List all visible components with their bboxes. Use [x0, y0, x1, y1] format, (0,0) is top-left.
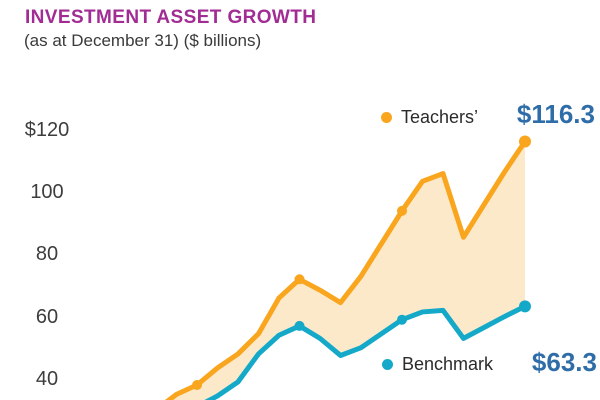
teachers-legend: Teachers’ — [381, 106, 478, 128]
page-title: INVESTMENT ASSET GROWTH — [25, 7, 317, 28]
teachers-endpoint-marker — [519, 135, 531, 148]
benchmark-legend-dot-icon — [382, 358, 393, 370]
page-subtitle: (as at December 31) ($ billions) — [24, 31, 262, 50]
benchmark-value-label: $63.3 — [531, 347, 597, 377]
y-axis-tick-label: 40 — [35, 367, 59, 390]
benchmark-legend-label: Benchmark — [402, 354, 494, 374]
teachers-point-marker — [192, 380, 202, 391]
benchmark-legend: Benchmark — [382, 353, 493, 375]
teachers-legend-label: Teachers’ — [401, 107, 479, 127]
y-axis-tick-label: 100 — [30, 181, 64, 204]
benchmark-line — [204, 303, 528, 400]
benchmark-endpoint-marker — [519, 300, 531, 313]
y-axis-tick-label: 80 — [35, 243, 59, 266]
y-axis-tick-label: 60 — [35, 305, 59, 328]
teachers-line — [164, 139, 528, 400]
teachers-legend-dot-icon — [381, 111, 392, 123]
teachers-point-marker — [397, 205, 407, 216]
y-axis-tick-label: $120 — [24, 119, 70, 141]
teachers-value-label: $116.3 — [516, 99, 595, 129]
benchmark-point-marker — [294, 320, 305, 331]
teachers-point-marker — [294, 274, 305, 285]
benchmark-point-marker — [397, 314, 407, 325]
